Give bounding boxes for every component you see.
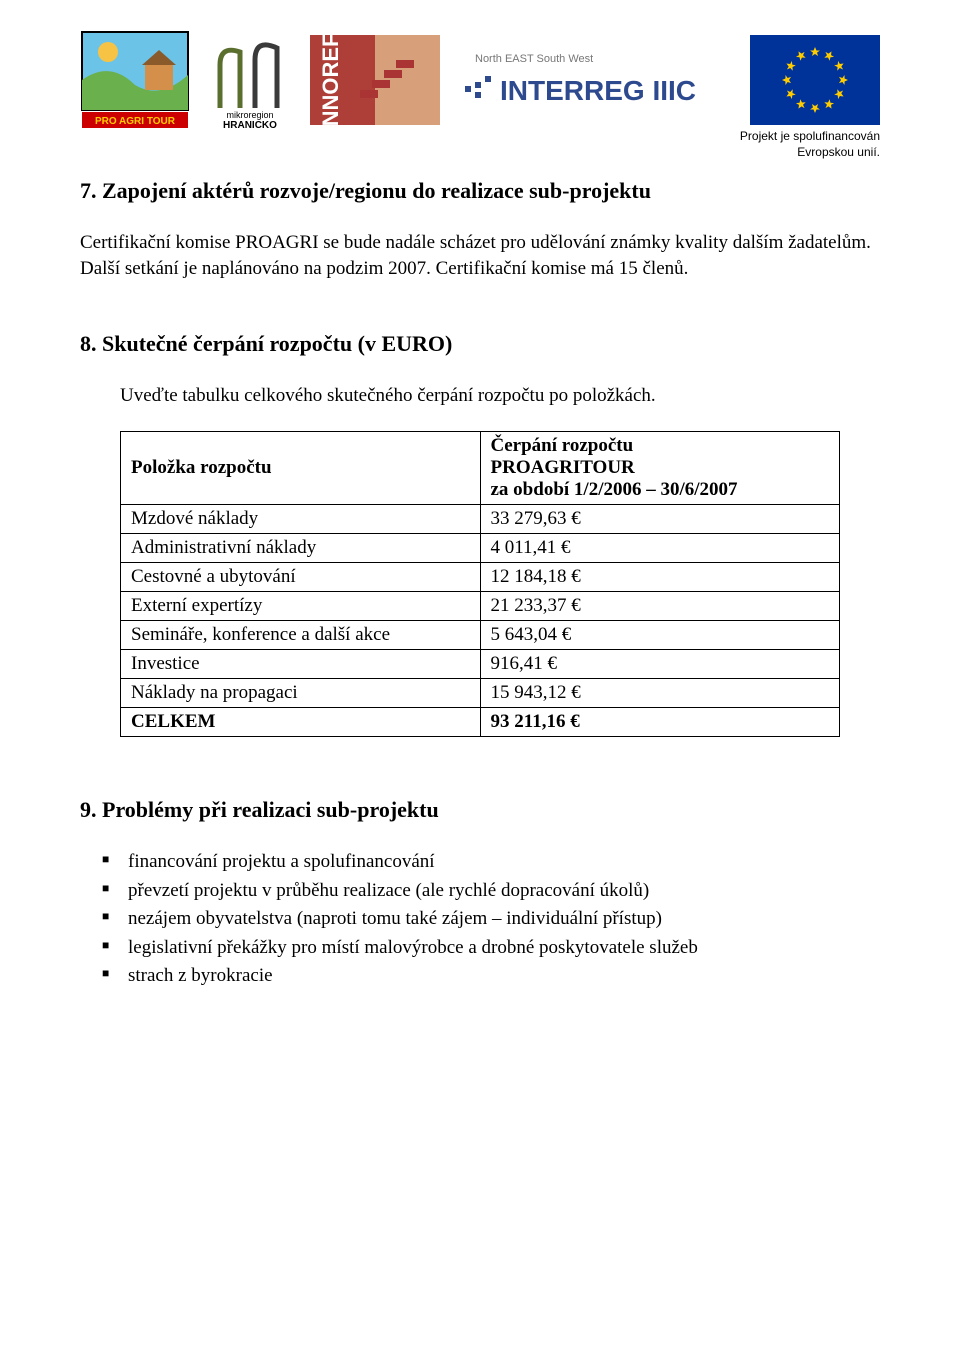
interreg-label: INTERREG IIIC xyxy=(500,75,696,106)
row-label: Administrativní náklady xyxy=(121,534,481,563)
row-value: 33 279,63 € xyxy=(480,505,840,534)
row-value: 15 943,12 € xyxy=(480,679,840,708)
list-item: financování projektu a spolufinancování xyxy=(102,849,880,876)
section8-title: 8. Skutečné čerpání rozpočtu (v EURO) xyxy=(80,331,880,357)
section8-intro: Uveďte tabulku celkového skutečného čerp… xyxy=(120,383,880,409)
table-row: Cestovné a ubytování 12 184,18 € xyxy=(121,563,840,592)
total-value: 93 211,16 € xyxy=(480,708,840,737)
list-item: legislativní překážky pro místí malovýro… xyxy=(102,935,880,962)
row-label: Externí expertízy xyxy=(121,592,481,621)
row-value: 5 643,04 € xyxy=(480,621,840,650)
table-header-row: Položka rozpočtu Čerpání rozpočtu PROAGR… xyxy=(121,432,840,505)
funding-note-line1: Projekt je spolufinancován xyxy=(740,129,880,143)
proagritour-label: PRO AGRI TOUR xyxy=(95,116,176,127)
mikroregion-icon: mikroregion HRANICKO xyxy=(205,30,295,130)
hranicko-label: HRANICKO xyxy=(223,120,277,130)
header-logos: PRO AGRI TOUR mikroregion HRANICKO INNOR… xyxy=(80,30,880,130)
interreg-small-label: North EAST South West xyxy=(475,53,593,65)
row-value: 4 011,41 € xyxy=(480,534,840,563)
row-label: Investice xyxy=(121,650,481,679)
list-item: nezájem obyvatelstva (naproti tomu také … xyxy=(102,906,880,933)
interreg-logo: North EAST South West INTERREG IIIC xyxy=(455,40,735,120)
eu-flag-logo xyxy=(750,35,880,125)
col2-header-line1: Čerpání rozpočtu xyxy=(491,435,634,456)
table-row: Administrativní náklady 4 011,41 € xyxy=(121,534,840,563)
table-row: Investice 916,41 € xyxy=(121,650,840,679)
col2-header-line2: PROAGRITOUR xyxy=(491,457,635,478)
interreg-icon: North EAST South West INTERREG IIIC xyxy=(455,40,735,120)
row-label: Cestovné a ubytování xyxy=(121,563,481,592)
row-value: 12 184,18 € xyxy=(480,563,840,592)
table-row: Semináře, konference a další akce 5 643,… xyxy=(121,621,840,650)
total-label: CELKEM xyxy=(121,708,481,737)
mikroregion-logo: mikroregion HRANICKO xyxy=(205,30,295,130)
col1-header: Položka rozpočtu xyxy=(121,432,481,505)
row-value: 21 233,37 € xyxy=(480,592,840,621)
section7-title: 7. Zapojení aktérů rozvoje/regionu do re… xyxy=(80,178,880,204)
budget-table: Položka rozpočtu Čerpání rozpočtu PROAGR… xyxy=(120,431,840,737)
row-label: Semináře, konference a další akce xyxy=(121,621,481,650)
innoref-icon: INNOREF xyxy=(310,35,440,125)
funding-note-line2: Evropskou unií. xyxy=(797,145,880,159)
col2-header: Čerpání rozpočtu PROAGRITOUR za období 1… xyxy=(480,432,840,505)
table-row: Náklady na propagaci 15 943,12 € xyxy=(121,679,840,708)
innoref-logo: INNOREF xyxy=(310,35,440,125)
table-row: Externí expertízy 21 233,37 € xyxy=(121,592,840,621)
list-item: strach z byrokracie xyxy=(102,963,880,990)
col2-header-line3: za období 1/2/2006 – 30/6/2007 xyxy=(491,479,738,500)
mikroregion-label: mikroregion xyxy=(226,110,273,120)
table-total-row: CELKEM 93 211,16 € xyxy=(121,708,840,737)
eu-flag-icon xyxy=(750,35,880,125)
section7-paragraph: Certifikační komise PROAGRI se bude nadá… xyxy=(80,230,880,281)
row-label: Mzdové náklady xyxy=(121,505,481,534)
row-value: 916,41 € xyxy=(480,650,840,679)
row-label: Náklady na propagaci xyxy=(121,679,481,708)
problems-list: financování projektu a spolufinancování … xyxy=(80,849,880,990)
funding-note: Projekt je spolufinancován Evropskou uni… xyxy=(80,129,880,160)
proagritour-logo: PRO AGRI TOUR xyxy=(80,30,190,130)
proagritour-icon: PRO AGRI TOUR xyxy=(80,30,190,130)
section9-title: 9. Problémy při realizaci sub-projektu xyxy=(80,797,880,823)
table-row: Mzdové náklady 33 279,63 € xyxy=(121,505,840,534)
list-item: převzetí projektu v průběhu realizace (a… xyxy=(102,878,880,905)
innoref-label: INNOREF xyxy=(318,35,343,125)
